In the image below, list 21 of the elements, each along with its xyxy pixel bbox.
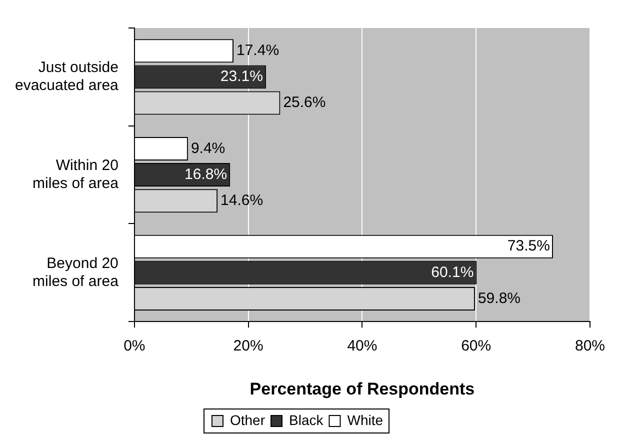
x-axis-title: Percentage of Respondents bbox=[250, 379, 475, 398]
x-tick-label: 60% bbox=[461, 338, 492, 355]
data-label: 59.8% bbox=[478, 290, 521, 307]
data-label: 25.6% bbox=[283, 94, 326, 112]
legend-label: White bbox=[347, 412, 384, 428]
legend-label: Other bbox=[230, 412, 266, 428]
data-label: 23.1% bbox=[220, 68, 263, 86]
data-label: 17.4% bbox=[236, 42, 280, 59]
x-tick-label: 20% bbox=[233, 338, 264, 355]
x-tick-label: 0% bbox=[124, 338, 146, 355]
data-label: 14.6% bbox=[220, 192, 264, 210]
y-tick-label: Within 20 miles of area bbox=[32, 156, 120, 192]
x-tick-label: 40% bbox=[347, 338, 378, 355]
y-tick-label: Just outside evacuated area bbox=[14, 59, 120, 94]
y-tick-label: Beyond 20 miles of area bbox=[32, 254, 120, 290]
data-label: 60.1% bbox=[431, 264, 474, 281]
data-label: 16.8% bbox=[184, 166, 228, 183]
data-label: 9.4% bbox=[190, 140, 226, 157]
x-tick-label: 80% bbox=[574, 338, 606, 355]
legend-label: Black bbox=[288, 412, 324, 428]
data-label: 73.5% bbox=[507, 238, 550, 255]
